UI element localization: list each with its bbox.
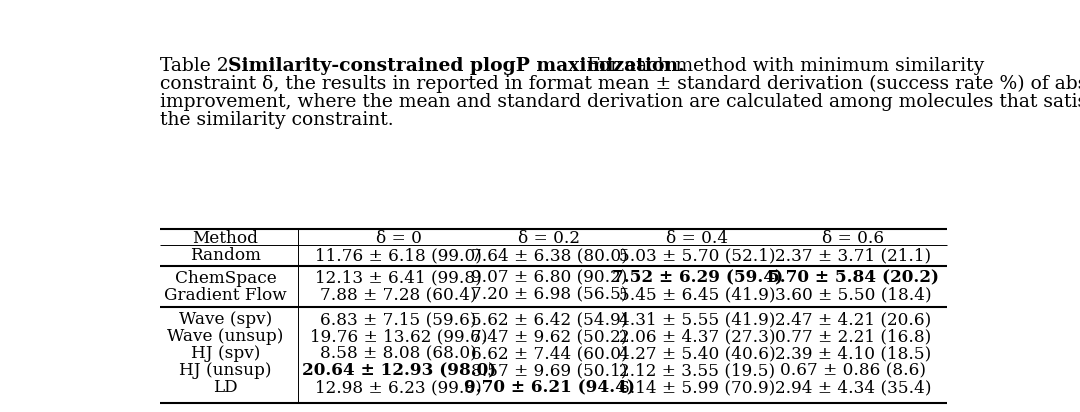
Text: δ = 0.6: δ = 0.6 bbox=[822, 230, 885, 247]
Text: Wave (unsup): Wave (unsup) bbox=[167, 328, 284, 345]
Text: 0.67 ± 0.86 (8.6): 0.67 ± 0.86 (8.6) bbox=[780, 362, 927, 379]
Text: 8.58 ± 8.08 (68.0): 8.58 ± 8.08 (68.0) bbox=[321, 345, 477, 362]
Text: 19.76 ± 13.62 (99.6): 19.76 ± 13.62 (99.6) bbox=[310, 328, 487, 345]
Text: 6.83 ± 7.15 (59.6): 6.83 ± 7.15 (59.6) bbox=[321, 311, 477, 328]
Text: 3.60 ± 5.50 (18.4): 3.60 ± 5.50 (18.4) bbox=[774, 287, 931, 304]
Text: 9.07 ± 6.80 (90.2): 9.07 ± 6.80 (90.2) bbox=[471, 270, 627, 287]
Text: Similarity-constrained plogP maximization.: Similarity-constrained plogP maximizatio… bbox=[228, 57, 684, 75]
Text: 7.20 ± 6.98 (56.5): 7.20 ± 6.98 (56.5) bbox=[471, 287, 627, 304]
Text: constraint δ, the results in reported in format mean ± standard derivation (succ: constraint δ, the results in reported in… bbox=[160, 75, 1080, 94]
Text: 8.57 ± 9.69 (50.1): 8.57 ± 9.69 (50.1) bbox=[471, 362, 627, 379]
Text: LD: LD bbox=[213, 379, 238, 396]
Text: 0.77 ± 2.21 (16.8): 0.77 ± 2.21 (16.8) bbox=[775, 328, 931, 345]
Text: improvement, where the mean and standard derivation are calculated among molecul: improvement, where the mean and standard… bbox=[160, 93, 1080, 111]
Text: 2.12 ± 3.55 (19.5): 2.12 ± 3.55 (19.5) bbox=[620, 362, 775, 379]
Text: ChemSpace: ChemSpace bbox=[175, 270, 276, 287]
Text: 2.06 ± 4.37 (27.3): 2.06 ± 4.37 (27.3) bbox=[619, 328, 775, 345]
Text: 2.37 ± 3.71 (21.1): 2.37 ± 3.71 (21.1) bbox=[775, 247, 931, 264]
Text: 12.13 ± 6.41 (99.8): 12.13 ± 6.41 (99.8) bbox=[315, 270, 482, 287]
Text: 2.47 ± 4.21 (20.6): 2.47 ± 4.21 (20.6) bbox=[775, 311, 931, 328]
Text: 2.94 ± 4.34 (35.4): 2.94 ± 4.34 (35.4) bbox=[774, 379, 931, 396]
Text: 20.64 ± 12.93 (98.0): 20.64 ± 12.93 (98.0) bbox=[301, 362, 496, 379]
Text: δ = 0.2: δ = 0.2 bbox=[518, 230, 580, 247]
Text: 5.62 ± 6.42 (54.9): 5.62 ± 6.42 (54.9) bbox=[471, 311, 627, 328]
Text: 5.03 ± 5.70 (52.1): 5.03 ± 5.70 (52.1) bbox=[619, 247, 775, 264]
Text: 4.31 ± 5.55 (41.9): 4.31 ± 5.55 (41.9) bbox=[619, 311, 775, 328]
Text: Table 2:: Table 2: bbox=[160, 57, 247, 75]
Text: 6.14 ± 5.99 (70.9): 6.14 ± 5.99 (70.9) bbox=[619, 379, 775, 396]
Text: 7.47 ± 9.62 (50.2): 7.47 ± 9.62 (50.2) bbox=[471, 328, 627, 345]
Text: 9.70 ± 6.21 (94.4): 9.70 ± 6.21 (94.4) bbox=[463, 379, 635, 396]
Text: the similarity constraint.: the similarity constraint. bbox=[160, 111, 394, 129]
Text: 6.62 ± 7.44 (60.0): 6.62 ± 7.44 (60.0) bbox=[471, 345, 627, 362]
Text: Random: Random bbox=[190, 247, 261, 264]
Text: For each method with minimum similarity: For each method with minimum similarity bbox=[581, 57, 985, 75]
Text: 12.98 ± 6.23 (99.6): 12.98 ± 6.23 (99.6) bbox=[315, 379, 482, 396]
Text: 5.70 ± 5.84 (20.2): 5.70 ± 5.84 (20.2) bbox=[768, 270, 939, 287]
Text: HJ (spv): HJ (spv) bbox=[191, 345, 260, 362]
Text: 4.27 ± 5.40 (40.6): 4.27 ± 5.40 (40.6) bbox=[619, 345, 775, 362]
Text: HJ (unsup): HJ (unsup) bbox=[179, 362, 272, 379]
Text: δ = 0.4: δ = 0.4 bbox=[666, 230, 729, 247]
Text: Gradient Flow: Gradient Flow bbox=[164, 287, 287, 304]
Text: 7.88 ± 7.28 (60.4): 7.88 ± 7.28 (60.4) bbox=[321, 287, 477, 304]
Text: δ = 0: δ = 0 bbox=[376, 230, 421, 247]
Text: 5.45 ± 6.45 (41.9): 5.45 ± 6.45 (41.9) bbox=[619, 287, 775, 304]
Text: 11.76 ± 6.18 (99.0): 11.76 ± 6.18 (99.0) bbox=[315, 247, 482, 264]
Text: 2.39 ± 4.10 (18.5): 2.39 ± 4.10 (18.5) bbox=[775, 345, 931, 362]
Text: Wave (spv): Wave (spv) bbox=[179, 311, 272, 328]
Text: Method: Method bbox=[192, 230, 258, 247]
Text: 7.52 ± 6.29 (59.4): 7.52 ± 6.29 (59.4) bbox=[612, 270, 783, 287]
Text: 7.64 ± 6.38 (80.0): 7.64 ± 6.38 (80.0) bbox=[471, 247, 627, 264]
